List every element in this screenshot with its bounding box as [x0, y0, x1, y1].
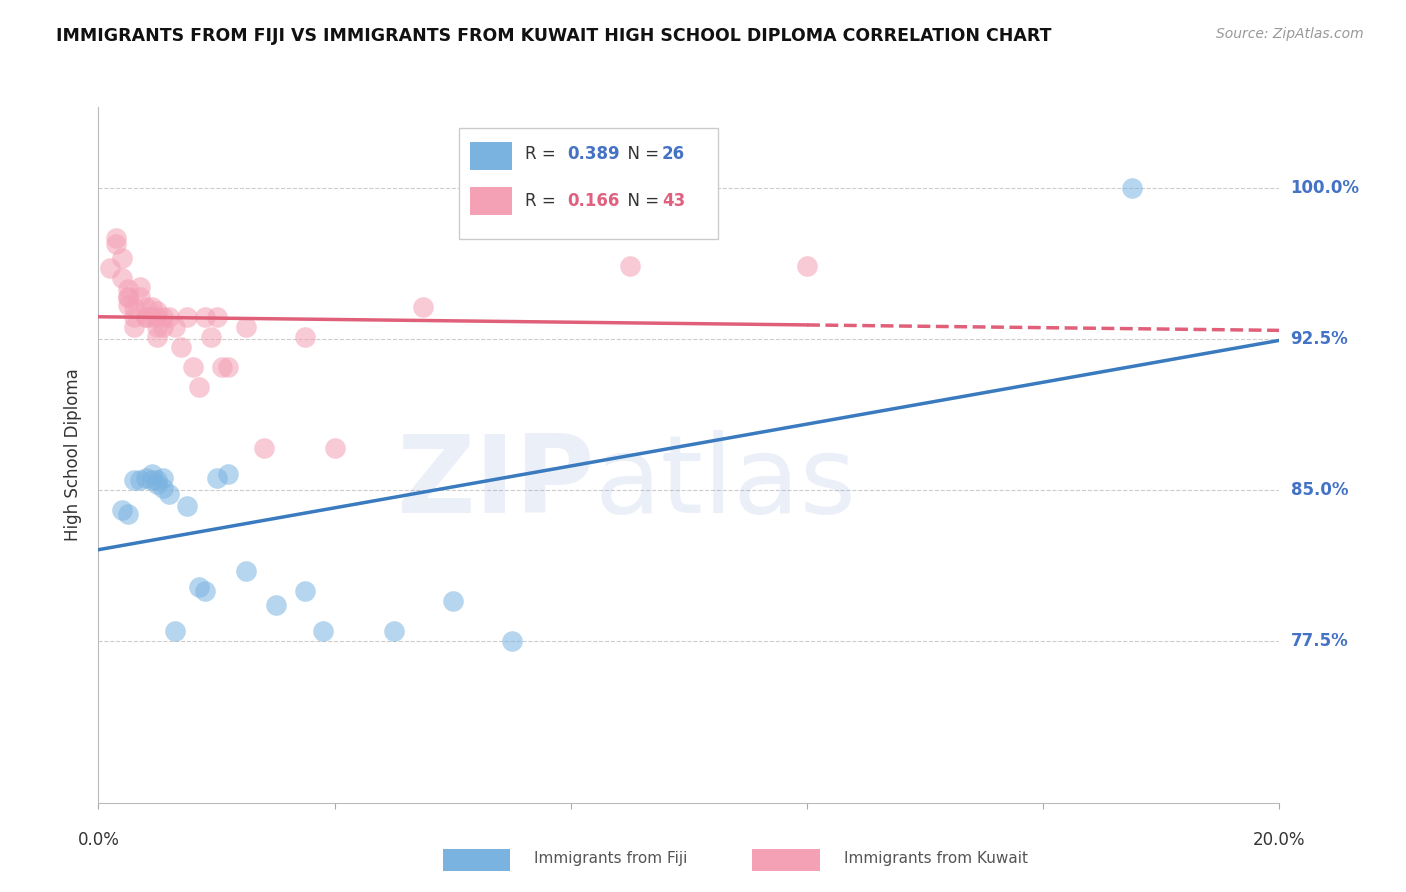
Point — [1121, 180, 1143, 194]
Point — [117, 281, 139, 295]
Point — [135, 310, 157, 324]
Point — [152, 471, 174, 485]
Text: R =: R = — [524, 192, 561, 210]
Point — [135, 471, 157, 485]
Point — [122, 310, 145, 324]
Point — [135, 300, 157, 314]
Point — [235, 319, 257, 334]
Point — [141, 473, 163, 487]
Text: 26: 26 — [662, 145, 685, 163]
Text: atlas: atlas — [595, 430, 856, 536]
Point — [205, 471, 228, 485]
Point — [412, 300, 434, 314]
Point — [141, 310, 163, 324]
Text: N =: N = — [617, 145, 664, 163]
Point — [187, 580, 209, 594]
Text: 0.0%: 0.0% — [77, 830, 120, 848]
Point — [187, 380, 209, 394]
Point — [117, 298, 139, 312]
Point — [128, 473, 150, 487]
Point — [165, 624, 187, 639]
FancyBboxPatch shape — [471, 187, 512, 215]
Point — [117, 290, 139, 304]
Text: 0.389: 0.389 — [567, 145, 620, 163]
Point — [205, 310, 228, 324]
Text: ZIP: ZIP — [396, 430, 595, 536]
Point — [796, 260, 818, 274]
Point — [501, 634, 523, 648]
Text: 0.166: 0.166 — [567, 192, 620, 210]
Point — [294, 584, 316, 599]
Point — [146, 310, 169, 324]
Point — [152, 481, 174, 495]
Point — [146, 319, 169, 334]
Point — [111, 503, 134, 517]
Point — [128, 290, 150, 304]
Point — [323, 441, 346, 455]
Point — [141, 467, 163, 481]
Point — [146, 330, 169, 344]
Point — [217, 467, 239, 481]
Text: 100.0%: 100.0% — [1291, 178, 1360, 197]
Text: 77.5%: 77.5% — [1291, 632, 1348, 650]
Point — [135, 310, 157, 324]
Point — [111, 271, 134, 285]
Point — [141, 300, 163, 314]
Point — [176, 500, 198, 514]
Point — [176, 310, 198, 324]
Point — [105, 237, 128, 252]
Point — [111, 252, 134, 266]
Point — [312, 624, 335, 639]
Text: 43: 43 — [662, 192, 685, 210]
Point — [217, 360, 239, 375]
Text: Immigrants from Kuwait: Immigrants from Kuwait — [844, 851, 1028, 865]
Point — [122, 473, 145, 487]
Point — [181, 360, 204, 375]
Point — [152, 310, 174, 324]
Text: 85.0%: 85.0% — [1291, 481, 1348, 500]
Text: Immigrants from Fiji: Immigrants from Fiji — [534, 851, 688, 865]
Point — [146, 473, 169, 487]
FancyBboxPatch shape — [458, 128, 718, 239]
Point — [146, 477, 169, 491]
Point — [264, 598, 287, 612]
Point — [382, 624, 405, 639]
Point — [117, 290, 139, 304]
Text: Source: ZipAtlas.com: Source: ZipAtlas.com — [1216, 27, 1364, 41]
Text: N =: N = — [617, 192, 664, 210]
Point — [211, 360, 233, 375]
Point — [294, 330, 316, 344]
Point — [170, 340, 193, 354]
Point — [98, 261, 121, 276]
Text: 20.0%: 20.0% — [1253, 830, 1306, 848]
Point — [146, 303, 169, 318]
Point — [117, 508, 139, 522]
Text: 92.5%: 92.5% — [1291, 330, 1348, 348]
Point — [619, 260, 641, 274]
Text: IMMIGRANTS FROM FIJI VS IMMIGRANTS FROM KUWAIT HIGH SCHOOL DIPLOMA CORRELATION C: IMMIGRANTS FROM FIJI VS IMMIGRANTS FROM … — [56, 27, 1052, 45]
Point — [253, 441, 276, 455]
FancyBboxPatch shape — [471, 142, 512, 169]
Text: R =: R = — [524, 145, 561, 163]
Point — [122, 319, 145, 334]
Point — [200, 330, 222, 344]
Point — [194, 310, 217, 324]
Point — [157, 310, 180, 324]
Point — [194, 584, 217, 599]
Point — [152, 319, 174, 334]
Point — [105, 231, 128, 245]
Point — [235, 564, 257, 578]
Point — [128, 279, 150, 293]
Point — [165, 319, 187, 334]
Point — [441, 594, 464, 608]
Point — [157, 487, 180, 501]
Y-axis label: High School Diploma: High School Diploma — [65, 368, 83, 541]
Point — [122, 300, 145, 314]
